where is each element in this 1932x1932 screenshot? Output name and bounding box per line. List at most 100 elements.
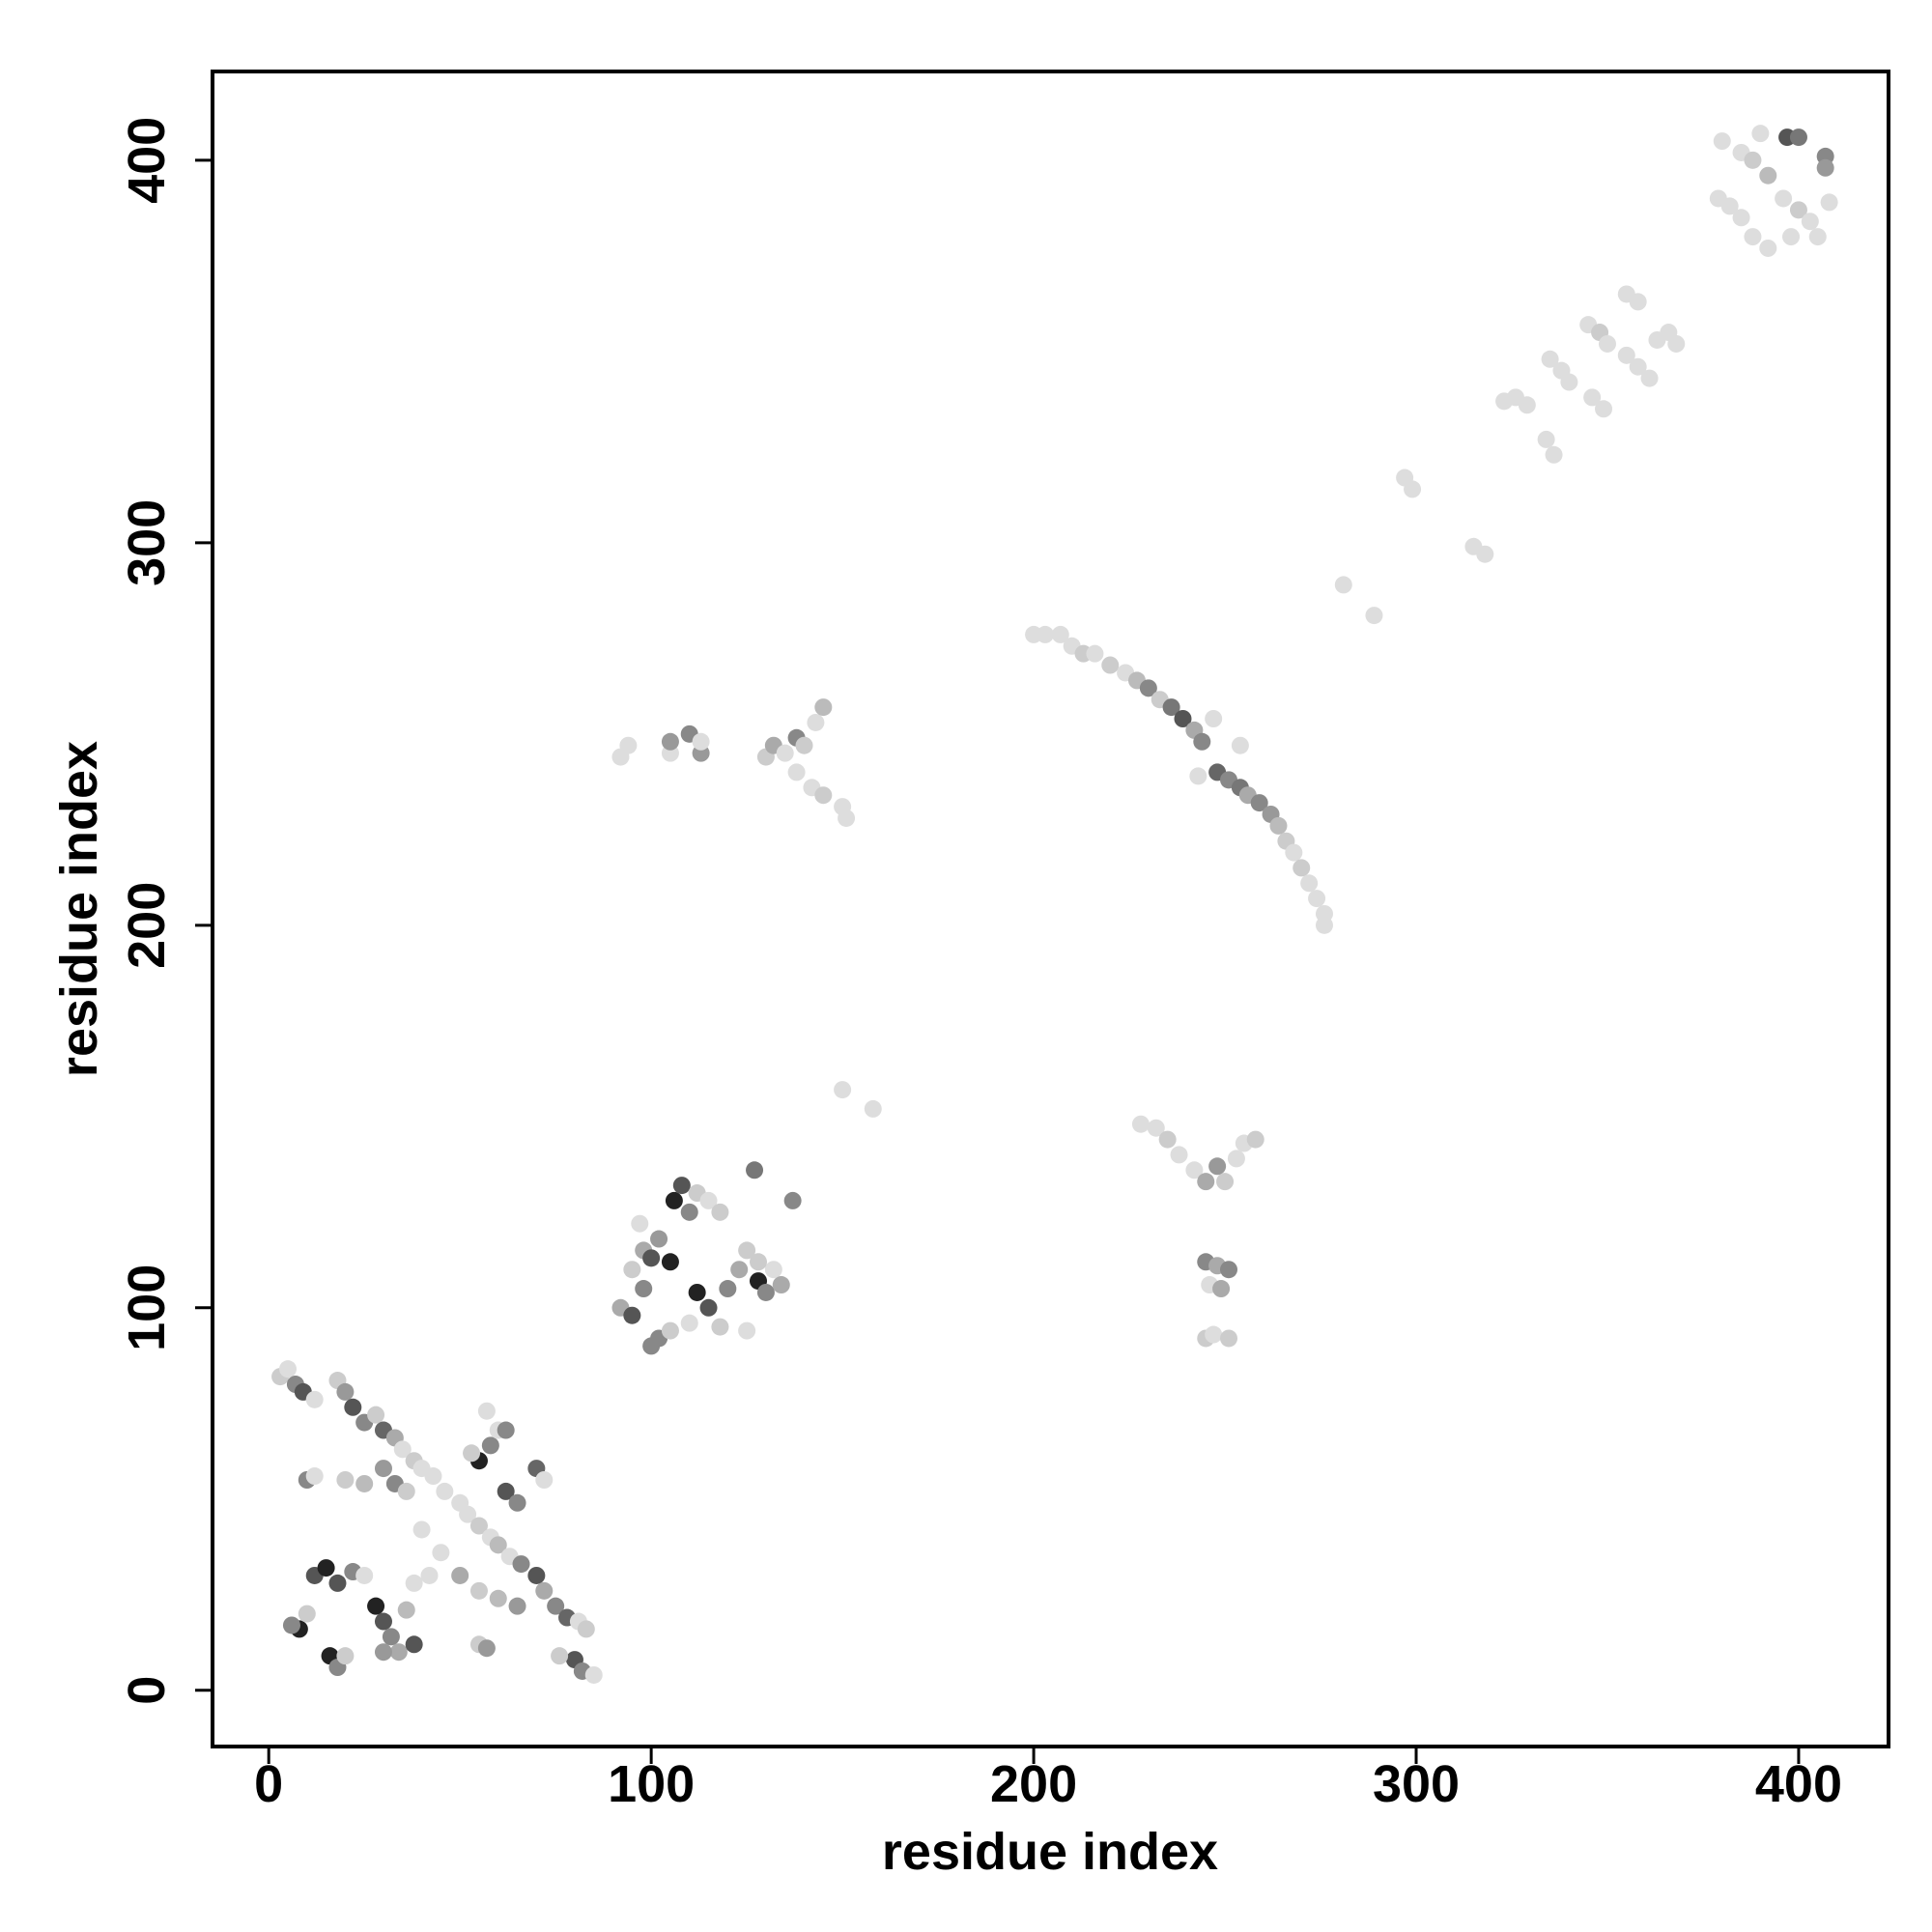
- point: [336, 1647, 355, 1665]
- point: [412, 1520, 431, 1539]
- point: [336, 1471, 355, 1490]
- point: [1293, 859, 1311, 877]
- point: [535, 1471, 554, 1490]
- point: [783, 1191, 802, 1209]
- point: [1744, 228, 1762, 246]
- point: [317, 1559, 335, 1577]
- point: [619, 736, 638, 754]
- point: [1476, 545, 1494, 563]
- point: [459, 1505, 477, 1523]
- point: [1537, 430, 1555, 448]
- point: [497, 1421, 515, 1439]
- point: [631, 1214, 649, 1233]
- point: [1086, 644, 1104, 663]
- point: [623, 1261, 641, 1279]
- point: [838, 809, 856, 827]
- x-tick-label: 400: [1755, 1755, 1842, 1813]
- point: [680, 1203, 698, 1221]
- point: [1640, 369, 1659, 387]
- x-tick-label: 0: [254, 1755, 283, 1813]
- point: [661, 732, 679, 751]
- point: [1231, 736, 1249, 754]
- point: [397, 1601, 415, 1619]
- point: [1629, 357, 1647, 376]
- point: [481, 1436, 499, 1455]
- point: [1101, 656, 1120, 674]
- point: [355, 1474, 374, 1492]
- point: [1139, 679, 1157, 697]
- point: [719, 1280, 737, 1298]
- point: [405, 1635, 423, 1654]
- point: [1220, 1329, 1238, 1348]
- point: [642, 1249, 661, 1267]
- point: [1227, 1150, 1245, 1168]
- point: [776, 744, 794, 762]
- point: [1220, 1261, 1238, 1279]
- point: [623, 1306, 641, 1324]
- point: [1250, 794, 1268, 812]
- point: [814, 786, 833, 805]
- point: [397, 1482, 415, 1500]
- point: [1775, 189, 1793, 208]
- point: [665, 1191, 683, 1209]
- point: [451, 1566, 469, 1584]
- point: [661, 1253, 679, 1271]
- y-tick-label: 100: [118, 1264, 176, 1351]
- point: [1246, 1130, 1264, 1149]
- point: [1170, 1146, 1188, 1164]
- point: [1162, 698, 1180, 717]
- point: [1782, 228, 1801, 246]
- point: [1617, 346, 1635, 364]
- point: [336, 1382, 355, 1401]
- point: [405, 1574, 423, 1592]
- plot-frame: [211, 70, 1890, 1748]
- point: [1308, 890, 1326, 908]
- point: [1131, 1115, 1150, 1133]
- point: [436, 1482, 454, 1500]
- point: [424, 1467, 442, 1486]
- point: [1404, 480, 1422, 498]
- point: [355, 1566, 374, 1584]
- point: [535, 1581, 554, 1600]
- point: [672, 1177, 691, 1195]
- point: [577, 1620, 595, 1638]
- point: [374, 1460, 392, 1478]
- point: [1820, 193, 1838, 212]
- point: [477, 1402, 496, 1420]
- point: [1365, 607, 1383, 625]
- point: [1216, 1173, 1235, 1191]
- point: [642, 1337, 661, 1355]
- point: [512, 1555, 530, 1574]
- point: [699, 1191, 718, 1209]
- point: [469, 1517, 488, 1535]
- x-tick-label: 200: [990, 1755, 1077, 1813]
- point: [305, 1467, 324, 1486]
- x-axis-title: residue index: [882, 1823, 1218, 1881]
- point: [328, 1574, 347, 1592]
- point: [305, 1390, 324, 1408]
- point: [420, 1566, 439, 1584]
- point: [680, 1314, 698, 1332]
- point: [1759, 166, 1777, 185]
- point: [282, 1616, 300, 1634]
- point: [1334, 576, 1352, 594]
- point: [1300, 874, 1319, 893]
- point: [688, 1283, 706, 1301]
- point: [1208, 1157, 1227, 1176]
- point: [497, 1482, 515, 1500]
- point: [1518, 396, 1536, 414]
- point: [477, 1639, 496, 1658]
- point: [711, 1318, 729, 1336]
- point: [1801, 213, 1819, 231]
- point: [738, 1321, 756, 1340]
- y-tick-label: 300: [118, 499, 176, 586]
- point: [1598, 334, 1616, 353]
- y-tick-label: 0: [118, 1676, 176, 1705]
- point: [374, 1643, 392, 1662]
- point: [584, 1665, 603, 1684]
- point: [432, 1544, 450, 1562]
- point: [1212, 1280, 1231, 1298]
- point: [278, 1360, 297, 1378]
- point: [661, 1321, 679, 1340]
